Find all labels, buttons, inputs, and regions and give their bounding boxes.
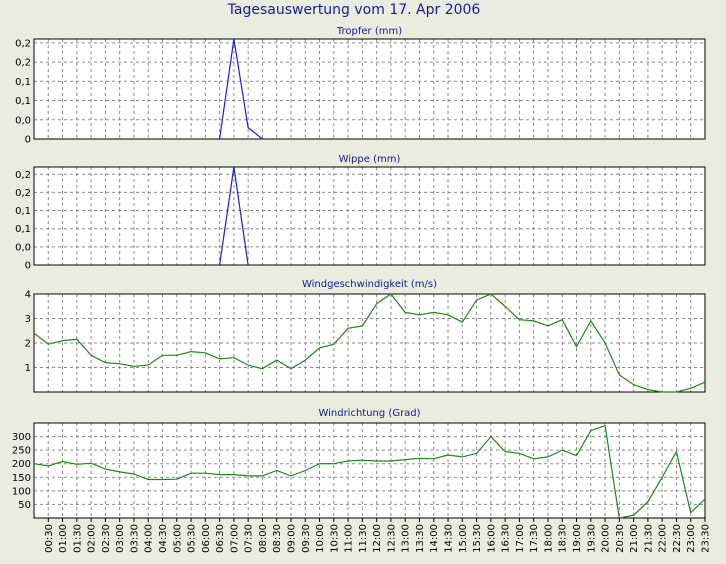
y-tick-label: 0: [25, 261, 31, 272]
x-tick-label: 07:30: [244, 524, 255, 553]
x-tick-label: 10:30: [329, 524, 340, 553]
y-tick-label: 2: [25, 339, 31, 350]
x-tick-label: 02:30: [101, 524, 112, 553]
x-tick-label: 18:30: [558, 524, 569, 553]
x-tick-label: 16:00: [486, 524, 497, 553]
plot-area: [33, 422, 706, 519]
series-line: [33, 424, 706, 519]
panel-title: Tropfer (mm): [336, 26, 402, 37]
y-tick-label: 0,0: [15, 115, 31, 126]
x-tick-label: 01:00: [58, 524, 69, 553]
x-tick-label: 09:30: [301, 524, 312, 553]
x-tick-label: 18:00: [543, 524, 554, 553]
x-tick-label: 14:00: [429, 524, 440, 553]
x-tick-label: 17:30: [529, 524, 540, 553]
panel-title: Windrichtung (Grad): [318, 408, 420, 419]
x-axis: 00:30 01:00 01:30 02:00 02:30 03:00 03:30 04:00…: [44, 518, 712, 553]
x-tick-label: 04:00: [144, 524, 155, 553]
x-tick-label: 20:00: [601, 524, 612, 553]
y-tick-label: 0,1: [15, 77, 31, 88]
x-tick-label: 14:30: [444, 524, 455, 553]
x-tick-label: 03:00: [115, 524, 126, 553]
x-tick-label: 08:30: [272, 524, 283, 553]
series-line: [219, 166, 249, 266]
x-tick-label: 09:00: [286, 524, 297, 553]
y-tick-label: 200: [12, 459, 31, 470]
plot-area: [33, 38, 706, 140]
y-tick-label: 0,1: [15, 96, 31, 107]
x-tick-label: 12:30: [386, 524, 397, 553]
y-tick-label: 3: [25, 314, 31, 325]
x-tick-label: 05:30: [187, 524, 198, 553]
y-tick-label: 250: [12, 446, 31, 457]
plot-border: [33, 293, 706, 393]
chart-title: Tagesauswertung vom 17. Apr 2006: [227, 2, 481, 18]
x-tick-label: 13:00: [401, 524, 412, 553]
y-tick-label: 0,2: [15, 58, 31, 69]
x-tick-label: 19:00: [572, 524, 583, 553]
x-tick-label: 23:30: [701, 524, 712, 553]
x-tick-label: 04:30: [158, 524, 169, 553]
series-line: [219, 38, 263, 140]
panel-4: Windrichtung (Grad) 50 100 150 200 250 300: [12, 408, 706, 519]
chart-panels: Tropfer (mm) 0 0,0 0,1 0,1 0,2 0,2 Wippe (mm) 0 0…: [12, 26, 706, 519]
x-tick-label: 07:00: [229, 524, 240, 553]
x-tick-label: 11:30: [358, 524, 369, 553]
y-tick-label: 0,0: [15, 242, 31, 253]
x-tick-label: 19:30: [586, 524, 597, 553]
y-tick-label: 0,2: [15, 188, 31, 199]
panel-1: Tropfer (mm) 0 0,0 0,1 0,1 0,2 0,2: [15, 26, 706, 146]
x-tick-label: 13:30: [415, 524, 426, 553]
y-tick-label: 150: [12, 473, 31, 484]
x-tick-label: 12:00: [372, 524, 383, 553]
x-tick-label: 22:00: [658, 524, 669, 553]
y-tick-label: 0,2: [15, 38, 31, 49]
plot-border: [33, 38, 706, 140]
plot-area: [33, 166, 706, 266]
y-tick-label: 0,1: [15, 224, 31, 235]
x-tick-label: 23:00: [686, 524, 697, 553]
x-tick-label: 15:00: [458, 524, 469, 553]
x-tick-label: 00:30: [44, 524, 55, 553]
x-tick-label: 02:00: [87, 524, 98, 553]
x-tick-label: 08:00: [258, 524, 269, 553]
x-tick-label: 03:30: [129, 524, 140, 553]
panel-title: Wippe (mm): [339, 154, 401, 165]
x-tick-label: 15:30: [472, 524, 483, 553]
panel-title: Windgeschwindigkeit (m/s): [302, 279, 437, 290]
x-tick-label: 16:30: [501, 524, 512, 553]
x-tick-label: 20:30: [615, 524, 626, 553]
x-tick-label: 21:30: [643, 524, 654, 553]
y-tick-label: 1: [25, 363, 31, 374]
x-tick-label: 22:30: [672, 524, 683, 553]
y-tick-label: 0: [25, 135, 31, 146]
x-tick-label: 01:30: [72, 524, 83, 553]
plot-border: [33, 422, 706, 519]
x-tick-label: 17:00: [515, 524, 526, 553]
y-tick-label: 0,1: [15, 206, 31, 217]
y-tick-label: 300: [12, 432, 31, 443]
x-tick-label: 10:00: [315, 524, 326, 553]
x-tick-label: 06:00: [201, 524, 212, 553]
series-line: [33, 293, 706, 393]
plot-border: [33, 166, 706, 266]
panel-2: Wippe (mm) 0 0,0 0,1 0,1 0,2 0,2: [15, 154, 706, 272]
y-tick-label: 100: [12, 486, 31, 497]
x-tick-label: 11:00: [344, 524, 355, 553]
x-tick-label: 06:30: [215, 524, 226, 553]
x-tick-label: 21:00: [629, 524, 640, 553]
y-tick-label: 0,2: [15, 170, 31, 181]
y-tick-label: 50: [18, 500, 31, 511]
panel-3: Windgeschwindigkeit (m/s) 1 2 3 4: [25, 279, 706, 393]
x-tick-label: 05:00: [172, 524, 183, 553]
y-tick-label: 4: [25, 290, 31, 301]
